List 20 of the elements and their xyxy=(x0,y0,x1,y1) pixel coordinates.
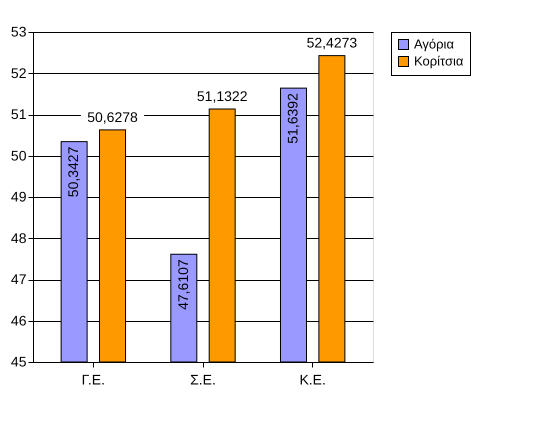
data-label: 51,6392 xyxy=(284,92,300,144)
y-tick-label: 50 xyxy=(10,147,27,164)
y-tick-label: 48 xyxy=(10,230,27,246)
y-tick-label: 51 xyxy=(10,106,27,122)
data-label: 52,4273 xyxy=(306,34,358,51)
data-label: 47,6107 xyxy=(174,259,191,310)
legend-label: Αγόρια xyxy=(414,36,454,52)
data-label: 50,6278 xyxy=(87,108,138,125)
data-label: 51,1322 xyxy=(196,88,248,104)
data-label: 50,3427 xyxy=(65,146,82,198)
y-tick-label: 52 xyxy=(10,64,27,81)
y-tick-label: 46 xyxy=(10,312,27,328)
y-tick-label: 47 xyxy=(10,271,27,287)
legend-label: Κορίτσια xyxy=(414,54,464,68)
y-tick-label: 53 xyxy=(10,24,27,40)
x-tick-label: Σ.Ε. xyxy=(190,372,216,388)
y-tick-label: 45 xyxy=(10,354,27,370)
x-tick-label: Κ.Ε. xyxy=(299,372,326,388)
y-tick-label: 49 xyxy=(10,188,27,204)
x-tick-label: Γ.Ε. xyxy=(82,372,105,388)
